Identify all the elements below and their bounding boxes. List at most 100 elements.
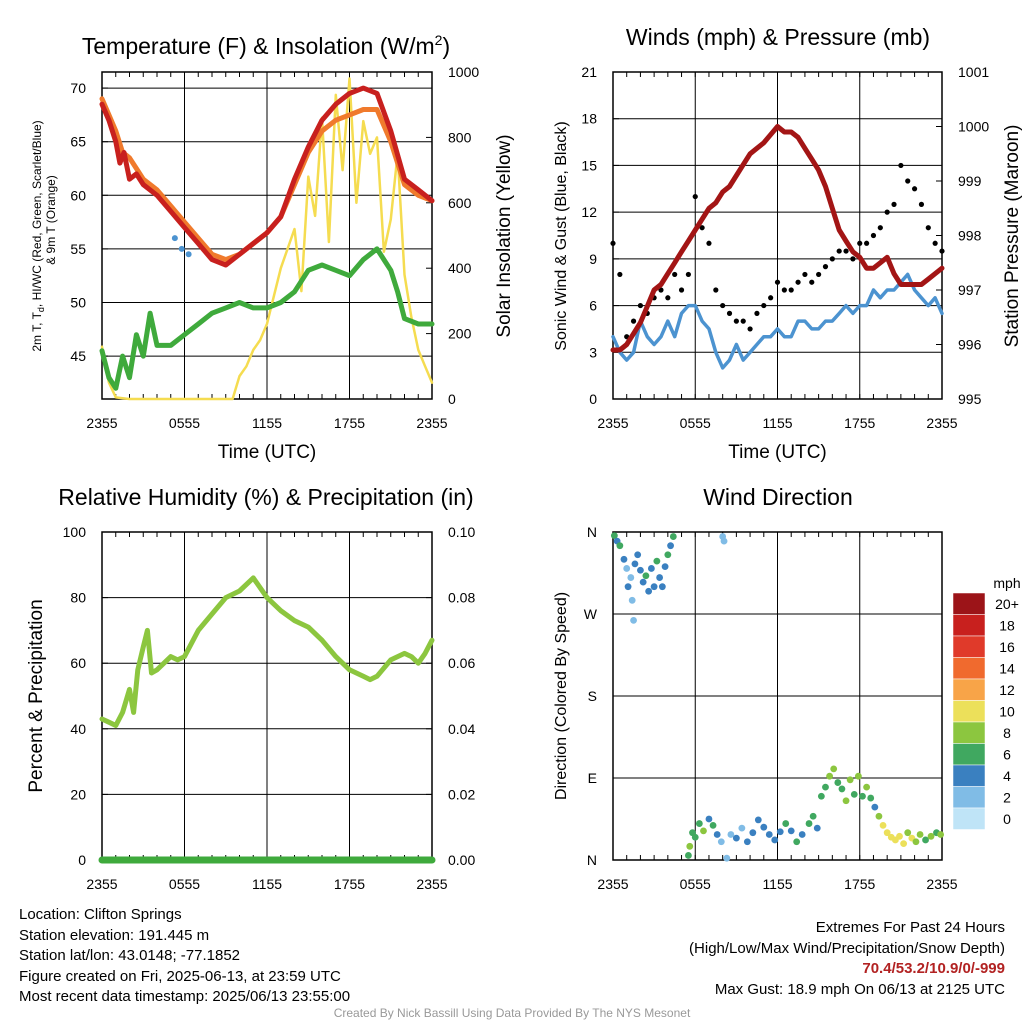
y-tick-label: 60 bbox=[70, 655, 86, 671]
series-gust-point bbox=[685, 271, 691, 278]
series-gust-point bbox=[870, 232, 877, 239]
x-axis-label: Time (UTC) bbox=[218, 442, 317, 463]
y-right-tick-label: 400 bbox=[448, 260, 472, 276]
x-tick-label: 1755 bbox=[334, 876, 365, 892]
y-tick-label: 6 bbox=[589, 298, 597, 314]
series-gust-point bbox=[726, 310, 733, 316]
y-axis-label: Percent & Precipitation bbox=[26, 599, 47, 792]
panel-2: 2355 0555 1155 1755 235503691215182199599699… bbox=[553, 24, 1023, 463]
series-gust-point bbox=[761, 302, 767, 309]
series-gust-point bbox=[898, 162, 904, 169]
x-tick-label: 1155 bbox=[762, 415, 792, 431]
wind-direction-point bbox=[809, 812, 817, 820]
y-tick-label: 50 bbox=[70, 295, 86, 311]
wind-direction-point bbox=[620, 555, 628, 563]
chart-title: Relative Humidity (%) & Precipitation (i… bbox=[58, 484, 473, 510]
y-right-tick-label: 0.10 bbox=[448, 524, 475, 540]
wind-direction-point bbox=[859, 792, 866, 800]
y-right-tick-label: 0.04 bbox=[448, 721, 475, 737]
wind-direction-point bbox=[695, 820, 703, 827]
wind-direction-point bbox=[875, 812, 883, 820]
wind-direction-point bbox=[627, 574, 635, 581]
x-tick-label: 0555 bbox=[169, 415, 200, 431]
wind-direction-point bbox=[912, 838, 920, 846]
wind-direction-point bbox=[658, 583, 666, 591]
legend-swatch bbox=[952, 614, 986, 637]
y-tick-label: N bbox=[587, 852, 597, 868]
wind-direction-point bbox=[637, 566, 644, 574]
x-tick-label: 1155 bbox=[252, 415, 282, 431]
panel-3: 2355 0555 1155 1755 23550204060801000.000.02… bbox=[26, 484, 475, 892]
legend-label: 12 bbox=[999, 682, 1015, 698]
series-gust-point bbox=[911, 186, 918, 192]
series-insolation bbox=[100, 77, 434, 401]
y-right-tick-label: 1000 bbox=[448, 64, 479, 80]
extremes-values: 70.4/53.2/10.9/0/-999 bbox=[862, 960, 1005, 977]
wind-direction-point bbox=[653, 557, 661, 565]
y-right-tick-label: 600 bbox=[448, 195, 472, 211]
wind-direction-point bbox=[900, 840, 908, 847]
y-axis-label: Direction (Colored By Speed) bbox=[553, 592, 570, 800]
wind-direction-point bbox=[922, 836, 929, 844]
wind-direction-point bbox=[826, 772, 833, 780]
series-gust-point bbox=[877, 225, 883, 231]
wind-direction-point bbox=[793, 838, 801, 846]
y-axis-label: Sonic Wind & Gust (Blue, Black) bbox=[553, 121, 570, 350]
series-gust-point bbox=[637, 302, 644, 309]
wind-direction-point bbox=[623, 565, 631, 572]
wind-direction-point bbox=[813, 824, 821, 832]
extremes-subtitle: (High/Low/Max Wind/Precipitation/Snow De… bbox=[689, 939, 1005, 957]
y-tick-label: 3 bbox=[589, 344, 597, 360]
y-tick-label: S bbox=[588, 688, 597, 704]
series-gust-point bbox=[850, 256, 856, 262]
station-elevation: Station elevation: 191.445 m bbox=[19, 926, 210, 944]
series-gust-point bbox=[822, 264, 829, 270]
x-tick-label: 1755 bbox=[334, 415, 365, 431]
x-tick-label: 2355 bbox=[416, 876, 447, 892]
wind-direction-point bbox=[846, 776, 854, 784]
station-info: Location: Clifton Springs Station elevat… bbox=[19, 905, 350, 1008]
y-right-tick-label: 800 bbox=[448, 129, 472, 145]
station-location: Location: Clifton Springs bbox=[19, 906, 182, 923]
y-right-axis-label: Station Pressure (Maroon) bbox=[1002, 125, 1023, 348]
legend-label: 16 bbox=[999, 639, 1015, 655]
most-recent-timestamp: Most recent data timestamp: 2025/06/13 2… bbox=[19, 988, 351, 1005]
wind-direction-point bbox=[713, 831, 721, 838]
wind-direction-point bbox=[937, 831, 945, 838]
legend-label: 2 bbox=[1003, 790, 1011, 806]
y-tick-label: 21 bbox=[581, 64, 597, 80]
wind-direction-point bbox=[904, 829, 912, 837]
y-tick-label: 0 bbox=[78, 852, 86, 868]
x-tick-label: 1155 bbox=[252, 876, 282, 892]
y-right-tick-label: 997 bbox=[958, 282, 982, 298]
wind-direction-point bbox=[669, 533, 677, 540]
wind-direction-point bbox=[749, 829, 757, 837]
wind-direction-point bbox=[616, 542, 624, 550]
y-tick-label: 0 bbox=[589, 391, 597, 407]
series-gust-point bbox=[672, 271, 678, 278]
y-tick-label: 12 bbox=[581, 204, 597, 220]
wind-direction-point bbox=[782, 820, 790, 827]
wind-direction-point bbox=[645, 587, 653, 595]
series-gust-point bbox=[768, 295, 774, 301]
series-sonic-wind bbox=[611, 272, 944, 370]
y-right-tick-label: 1000 bbox=[958, 119, 989, 135]
wind-direction-point bbox=[732, 834, 740, 842]
legend-label: 4 bbox=[1003, 768, 1011, 784]
wind-direction-point bbox=[684, 852, 692, 859]
x-tick-label: 1155 bbox=[762, 876, 792, 892]
x-tick-label: 0555 bbox=[680, 876, 711, 892]
series-gust-point bbox=[843, 248, 849, 254]
legend-swatch bbox=[952, 764, 986, 787]
series-gust-point bbox=[932, 240, 938, 246]
series-gust-point bbox=[678, 287, 685, 293]
y-right-tick-label: 0.06 bbox=[448, 655, 475, 671]
y-tick-label: 65 bbox=[70, 134, 86, 150]
wind-direction-point bbox=[700, 827, 707, 835]
x-tick-label: 0555 bbox=[169, 876, 200, 892]
wind-direction-point bbox=[798, 831, 806, 838]
x-tick-label: 2355 bbox=[416, 415, 447, 431]
chart-title: Wind Direction bbox=[703, 484, 853, 510]
y-right-tick-label: 998 bbox=[958, 228, 982, 244]
